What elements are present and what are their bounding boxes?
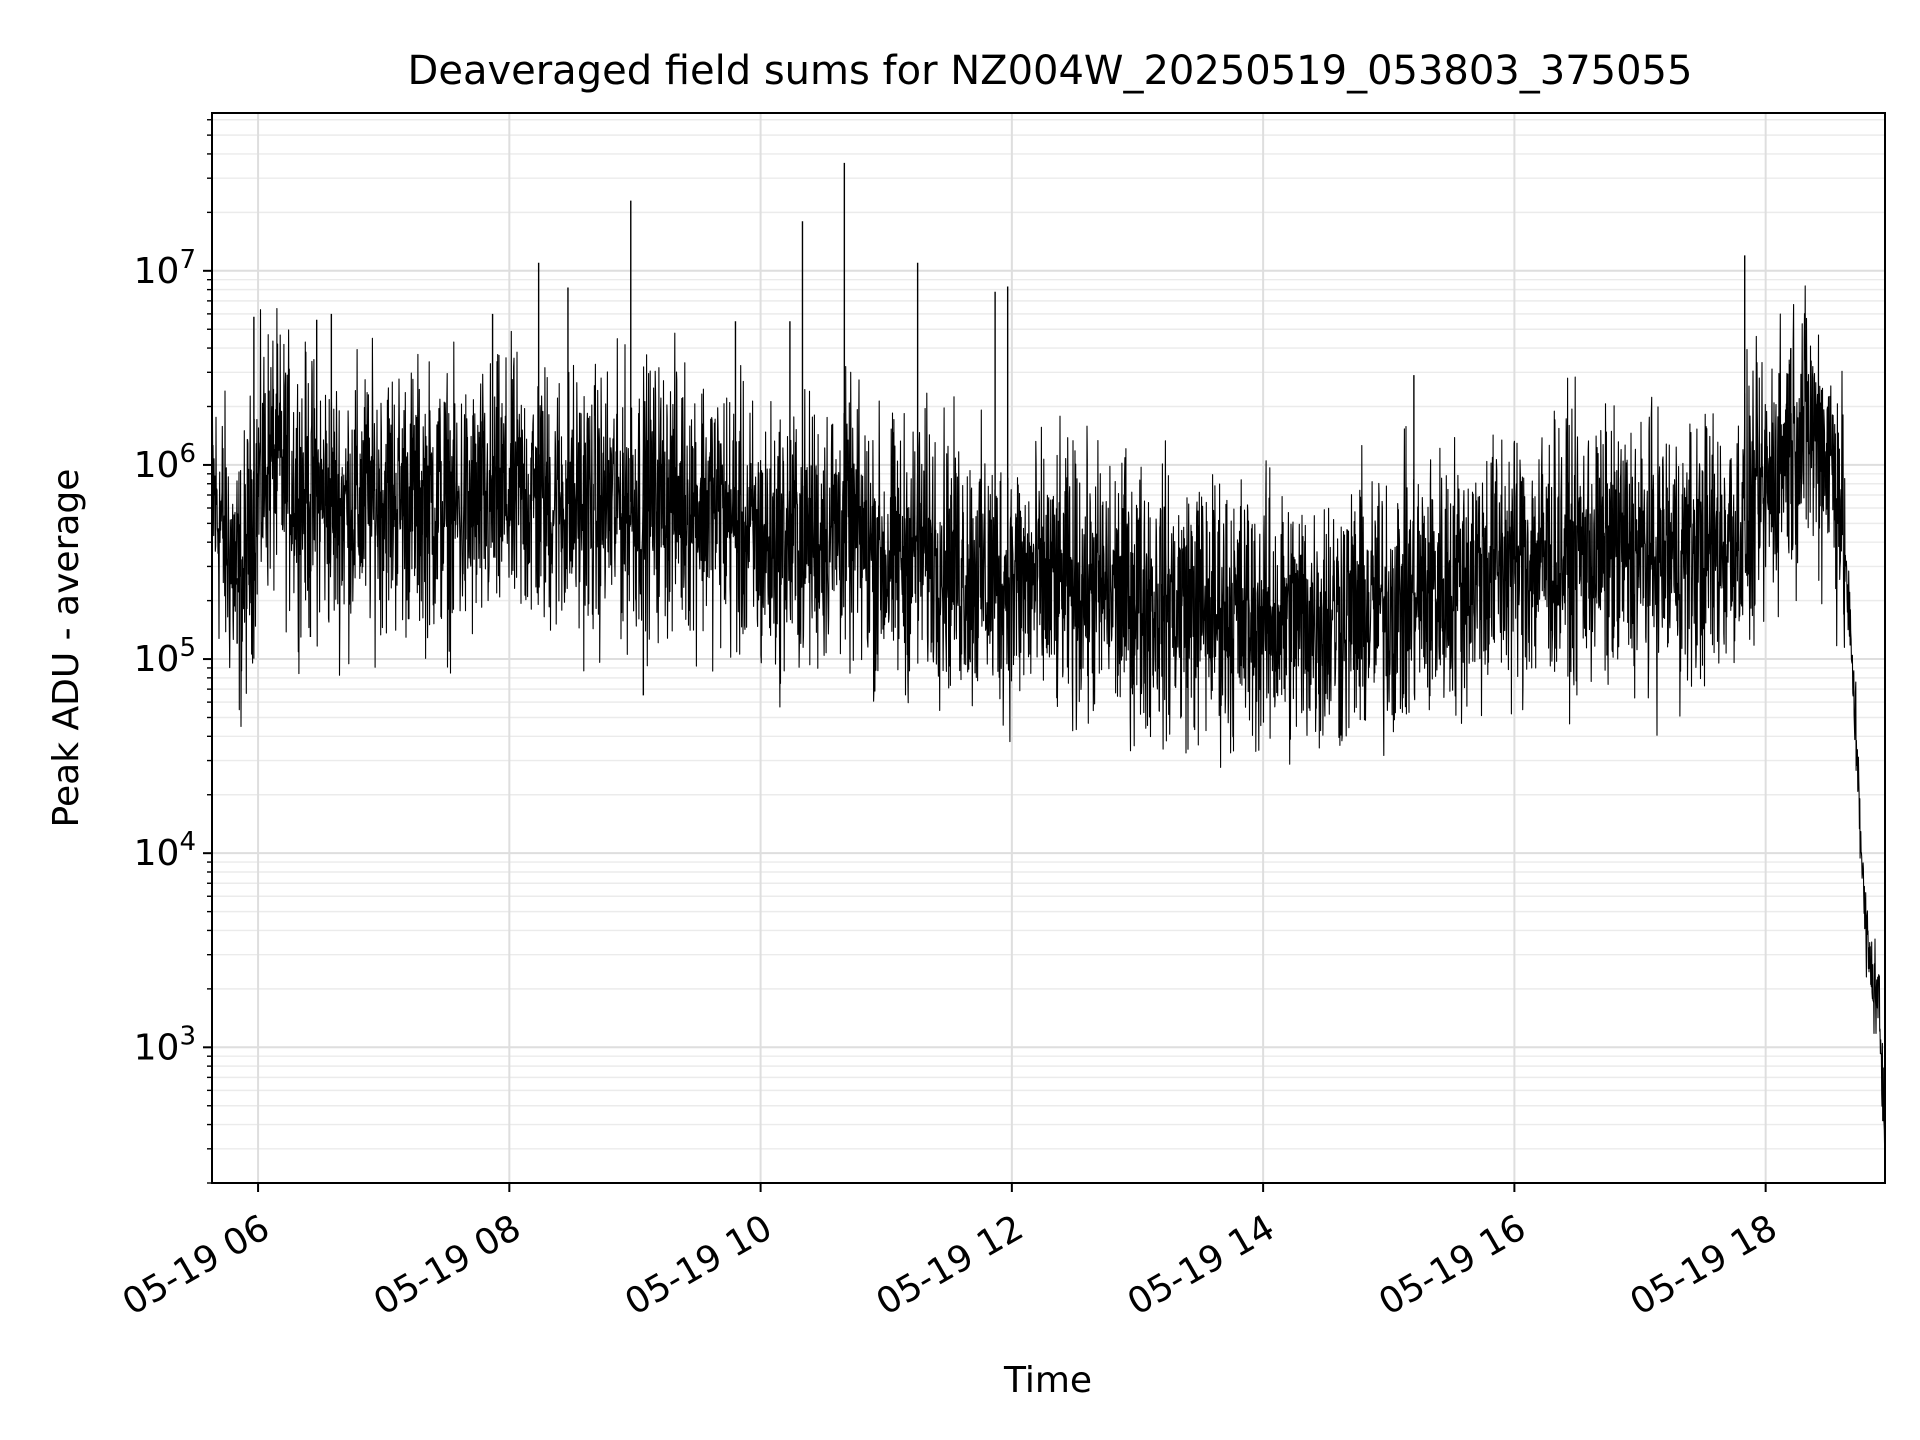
y-tick-label-base: 10 (134, 639, 180, 680)
y-tick-label-base: 10 (134, 1027, 180, 1068)
y-tick-label: 105 (134, 633, 196, 680)
series-layer (211, 162, 1886, 1154)
y-tick-label-exponent: 4 (179, 827, 196, 857)
y-tick-label-base: 10 (134, 251, 180, 292)
y-tick-label-exponent: 7 (179, 245, 196, 275)
y-tick-label-exponent: 5 (179, 633, 196, 663)
chart-title: Deaveraged field sums for NZ004W_2025051… (408, 48, 1693, 94)
y-tick-label: 104 (134, 827, 196, 874)
y-axis-label: Peak ADU - average (46, 469, 87, 828)
y-tick-label-exponent: 3 (179, 1021, 196, 1051)
y-tick-label-base: 10 (134, 445, 180, 486)
series-line (211, 285, 1886, 1154)
plot-frame (211, 112, 1886, 1184)
y-tick-label: 103 (134, 1021, 196, 1068)
y-tick-label: 107 (134, 245, 196, 292)
x-axis-label: Time (1003, 1360, 1092, 1401)
y-tick-label-exponent: 6 (179, 439, 196, 469)
y-tick-label-base: 10 (134, 833, 180, 874)
y-tick-label: 106 (134, 439, 196, 486)
